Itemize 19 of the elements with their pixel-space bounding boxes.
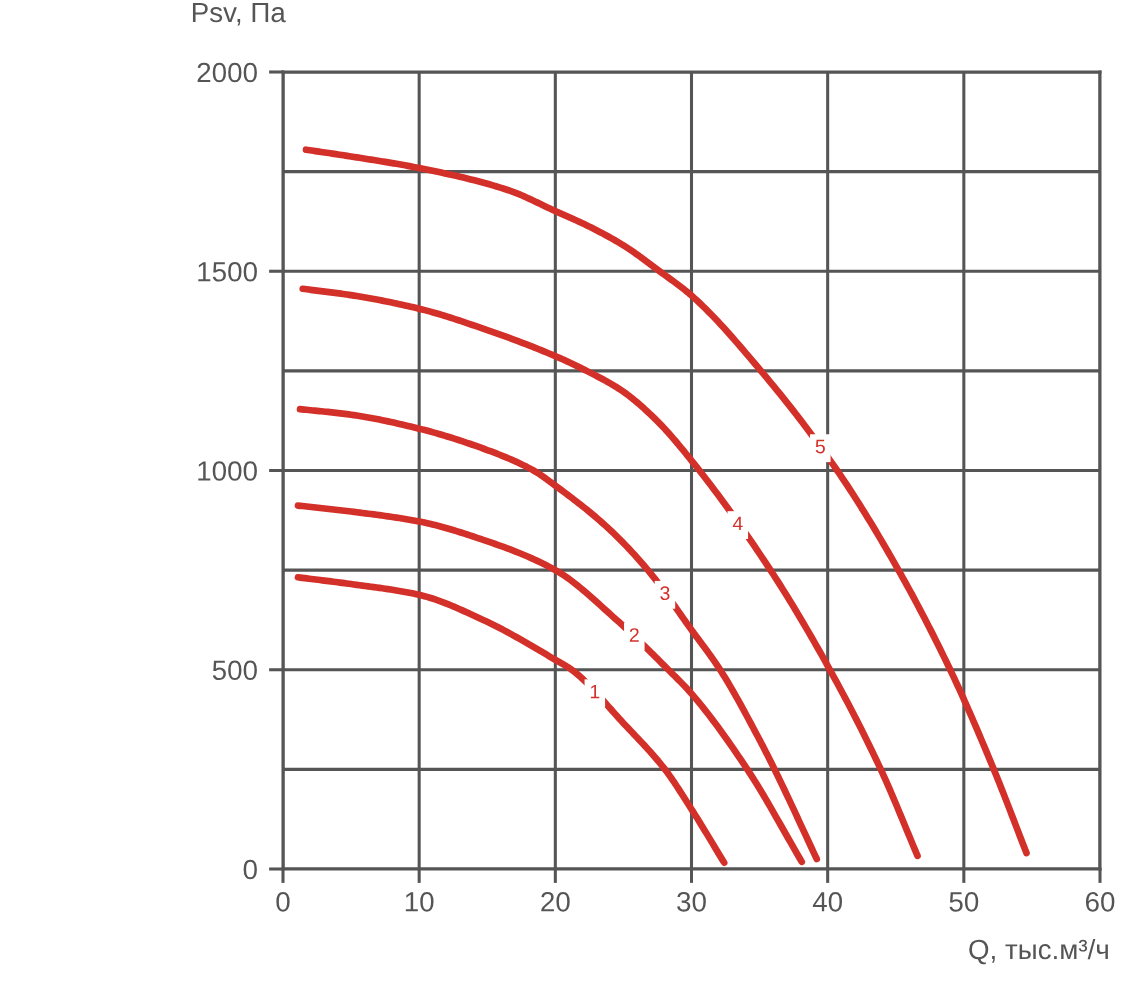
x-tick-label: 40 xyxy=(812,891,843,912)
annotation: 1 xyxy=(590,684,600,699)
annotation: 5 xyxy=(815,439,825,454)
annotation: 2 xyxy=(629,628,639,642)
x-axis-title: Q, тыс.м³/ч xyxy=(969,938,1108,965)
x-tick-label: 30 xyxy=(677,891,706,912)
y-tick-label: 0 xyxy=(243,859,257,880)
y-tick-label: 1500 xyxy=(198,261,257,282)
y-tick-label: 1000 xyxy=(198,461,257,481)
x-tick-label: 20 xyxy=(541,891,570,912)
y-axis-title: Psv, Па xyxy=(192,2,286,26)
y-tick-label: 500 xyxy=(212,660,257,681)
y-tick-label: 2000 xyxy=(197,62,257,83)
x-tick-label: 50 xyxy=(949,891,979,912)
x-tick-label: 60 xyxy=(1085,891,1115,912)
x-tick-label: 10 xyxy=(405,891,434,912)
annotation: 4 xyxy=(732,516,743,531)
x-tick-label: 0 xyxy=(276,891,290,912)
annotation: 3 xyxy=(660,586,670,601)
